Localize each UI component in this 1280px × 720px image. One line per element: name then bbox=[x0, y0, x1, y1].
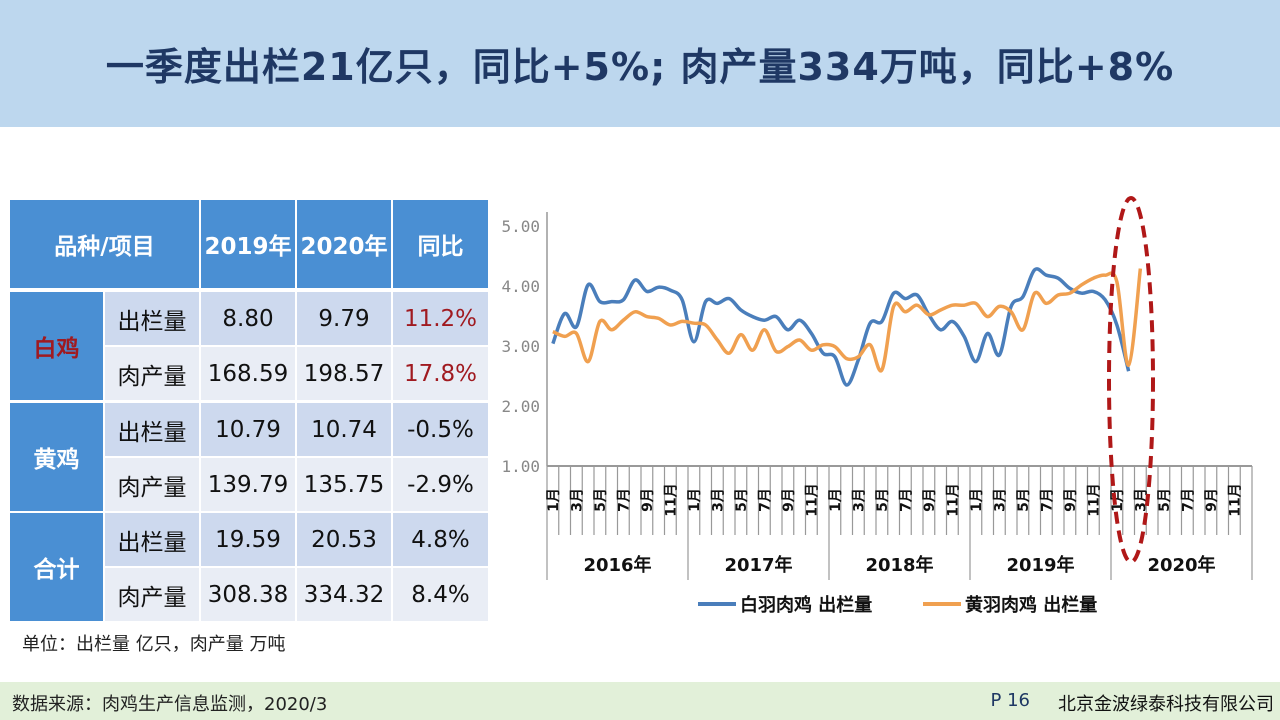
company-name: 北京金波绿泰科技有限公司 bbox=[1058, 694, 1274, 715]
series-line-0 bbox=[551, 267, 1131, 387]
y-tick-label: 4.00 bbox=[501, 277, 540, 296]
value-yoy: 8.4% bbox=[393, 568, 488, 621]
value-2019: 8.80 bbox=[201, 292, 295, 345]
month-label: 3月 bbox=[992, 488, 1008, 512]
highlight-ellipse bbox=[1107, 196, 1155, 564]
header-item: 品种/项目 bbox=[10, 200, 199, 288]
month-label: 9月 bbox=[1063, 488, 1079, 512]
month-label: 5月 bbox=[875, 488, 891, 512]
value-2020: 10.74 bbox=[297, 403, 391, 456]
month-label: 9月 bbox=[922, 488, 938, 512]
month-label: 11月 bbox=[1227, 483, 1243, 516]
value-2019: 19.59 bbox=[201, 513, 295, 566]
month-label: 1月 bbox=[546, 488, 562, 512]
footer: 数据来源：肉鸡生产信息监测，2020/3 P 16 北京金波绿泰科技有限公司 bbox=[0, 682, 1280, 720]
value-2020: 135.75 bbox=[297, 458, 391, 511]
value-2020: 198.57 bbox=[297, 347, 391, 400]
page-title: 一季度出栏21亿只，同比+5%; 肉产量334万吨，同比+8% bbox=[105, 45, 1175, 89]
row-item: 出栏量 bbox=[105, 403, 199, 456]
page-number: P 16 bbox=[990, 690, 1030, 711]
header-3: 同比 bbox=[393, 200, 488, 288]
data-source: 数据来源：肉鸡生产信息监测，2020/3 bbox=[12, 694, 328, 715]
month-label: 7月 bbox=[1180, 488, 1196, 512]
row-item: 出栏量 bbox=[105, 292, 199, 345]
legend-label: 黄羽肉鸡 出栏量 bbox=[965, 594, 1097, 616]
value-2019: 308.38 bbox=[201, 568, 295, 621]
y-tick-label: 1.00 bbox=[501, 457, 540, 476]
header-2: 2020年 bbox=[297, 200, 391, 288]
year-label: 2016年 bbox=[583, 554, 651, 576]
month-label: 9月 bbox=[1204, 488, 1220, 512]
value-2019: 139.79 bbox=[201, 458, 295, 511]
year-label: 2018年 bbox=[865, 554, 933, 576]
month-label: 9月 bbox=[640, 488, 656, 512]
month-label: 1月 bbox=[1110, 488, 1126, 512]
y-tick-label: 3.00 bbox=[501, 337, 540, 356]
value-yoy: 4.8% bbox=[393, 513, 488, 566]
month-label: 11月 bbox=[663, 483, 679, 516]
month-label: 7月 bbox=[757, 488, 773, 512]
y-tick-label: 2.00 bbox=[501, 397, 540, 416]
value-2020: 9.79 bbox=[297, 292, 391, 345]
month-label: 5月 bbox=[734, 488, 750, 512]
month-label: 1月 bbox=[687, 488, 703, 512]
value-2020: 334.32 bbox=[297, 568, 391, 621]
month-label: 5月 bbox=[1157, 488, 1173, 512]
title-band: 一季度出栏21亿只，同比+5%; 肉产量334万吨，同比+8% bbox=[0, 0, 1280, 127]
value-2019: 168.59 bbox=[201, 347, 295, 400]
year-label: 2020年 bbox=[1147, 554, 1215, 576]
header-1: 2019年 bbox=[201, 200, 295, 288]
legend-label: 白羽肉鸡 出栏量 bbox=[740, 594, 872, 616]
value-yoy: -0.5% bbox=[393, 403, 488, 456]
month-label: 7月 bbox=[616, 488, 632, 512]
month-label: 7月 bbox=[1039, 488, 1055, 512]
row-item: 肉产量 bbox=[105, 458, 199, 511]
series-line-1 bbox=[552, 268, 1143, 373]
month-label: 3月 bbox=[1133, 488, 1149, 512]
row-item: 出栏量 bbox=[105, 513, 199, 566]
group-name: 合计 bbox=[10, 513, 103, 621]
month-label: 3月 bbox=[710, 488, 726, 512]
value-yoy: 11.2% bbox=[393, 292, 488, 345]
value-2019: 10.79 bbox=[201, 403, 295, 456]
value-yoy: 17.8% bbox=[393, 347, 488, 400]
y-tick-label: 5.00 bbox=[501, 217, 540, 236]
year-label: 2017年 bbox=[724, 554, 792, 576]
group-name: 黄鸡 bbox=[10, 403, 103, 511]
month-label: 1月 bbox=[969, 488, 985, 512]
value-yoy: -2.9% bbox=[393, 458, 488, 511]
month-label: 3月 bbox=[569, 488, 585, 512]
unit-note: 单位：出栏量 亿只，肉产量 万吨 bbox=[22, 634, 286, 655]
month-label: 11月 bbox=[1086, 483, 1102, 516]
month-label: 9月 bbox=[781, 488, 797, 512]
month-label: 11月 bbox=[945, 483, 961, 516]
value-2020: 20.53 bbox=[297, 513, 391, 566]
month-label: 5月 bbox=[593, 488, 609, 512]
row-item: 肉产量 bbox=[105, 347, 199, 400]
row-item: 肉产量 bbox=[105, 568, 199, 621]
month-label: 5月 bbox=[1016, 488, 1032, 512]
month-label: 3月 bbox=[851, 488, 867, 512]
group-name: 白鸡 bbox=[10, 292, 103, 400]
year-label: 2019年 bbox=[1006, 554, 1074, 576]
month-label: 11月 bbox=[804, 483, 820, 516]
month-label: 1月 bbox=[828, 488, 844, 512]
month-label: 7月 bbox=[898, 488, 914, 512]
